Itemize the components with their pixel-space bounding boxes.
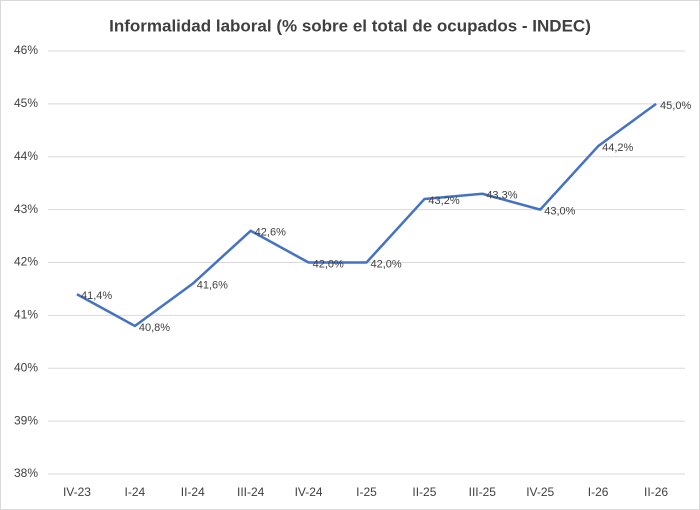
y-tick-label: 42% xyxy=(14,255,38,269)
x-tick-label: IV-25 xyxy=(526,485,554,499)
y-tick-label: 41% xyxy=(14,308,38,322)
data-label: 41,4% xyxy=(81,290,112,302)
x-tick-label: I-24 xyxy=(125,485,146,499)
y-tick-label: 39% xyxy=(14,413,38,427)
data-label: 44,2% xyxy=(602,142,633,154)
x-tick-label: IV-23 xyxy=(63,485,91,499)
data-label: 43,2% xyxy=(428,195,459,207)
data-line xyxy=(76,102,657,328)
x-tick-label: III-25 xyxy=(469,485,497,499)
y-tick-label: 43% xyxy=(14,202,38,216)
data-label: 43,3% xyxy=(486,190,517,202)
x-tick-label: II-25 xyxy=(412,485,436,499)
y-tick-label: 38% xyxy=(14,466,38,480)
y-tick-label: 46% xyxy=(14,43,38,57)
x-tick-label: II-26 xyxy=(644,485,668,499)
y-tick-label: 44% xyxy=(14,149,38,163)
data-label: 42,0% xyxy=(371,258,402,270)
x-tick-label: I-26 xyxy=(588,485,609,499)
x-tick-label: I-25 xyxy=(356,485,377,499)
data-label: 45,0% xyxy=(660,100,691,112)
x-tick-label: III-24 xyxy=(237,485,265,499)
data-label: 42,6% xyxy=(255,227,286,239)
y-tick-label: 45% xyxy=(14,96,38,110)
y-tick-label: 40% xyxy=(14,360,38,374)
x-tick-label: IV-24 xyxy=(295,485,323,499)
data-label: 43,0% xyxy=(544,206,575,218)
chart-title: Informalidad laboral (% sobre el total d… xyxy=(109,16,591,35)
data-label: 41,6% xyxy=(197,280,228,292)
data-label: 42,0% xyxy=(313,258,344,270)
x-tick-label: II-24 xyxy=(181,485,205,499)
data-label: 40,8% xyxy=(139,322,170,334)
